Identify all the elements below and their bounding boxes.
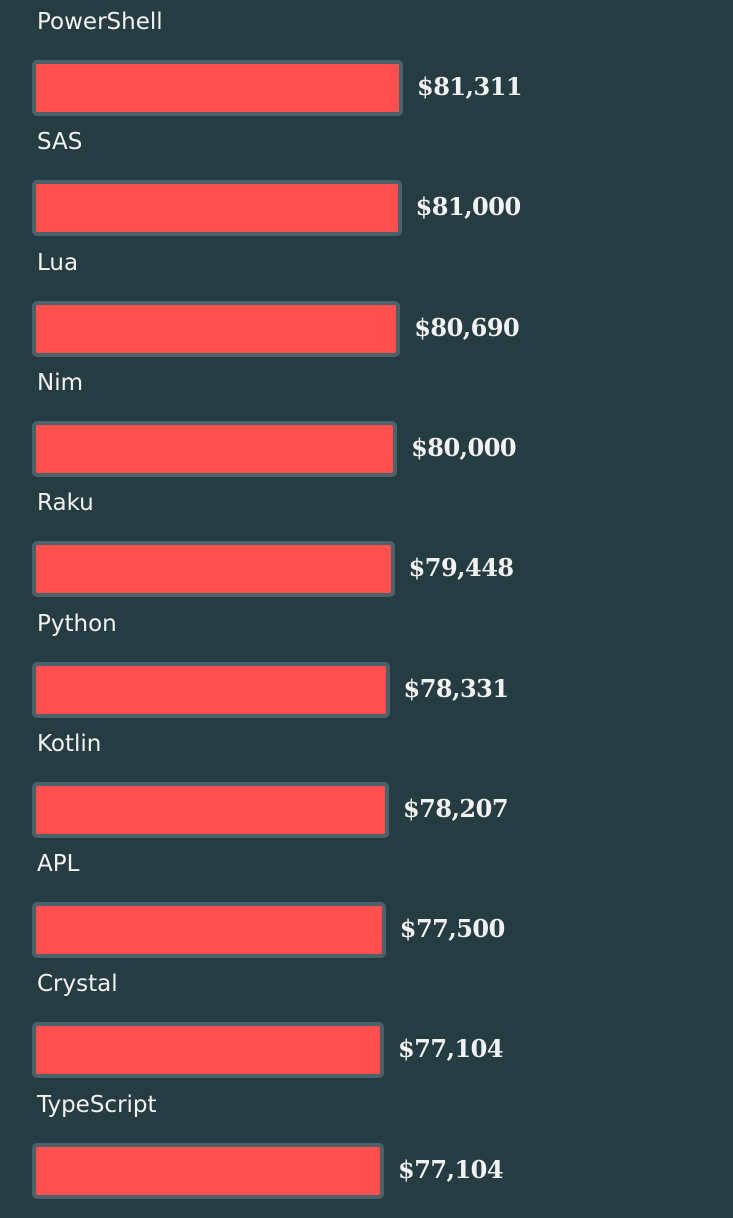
value-label: $80,690 xyxy=(414,312,520,342)
bar xyxy=(32,781,389,838)
value-label: $78,207 xyxy=(402,793,509,823)
category-label: SAS xyxy=(37,129,83,156)
bar-fill xyxy=(36,545,391,594)
bar-fill xyxy=(36,64,399,112)
bar xyxy=(32,902,386,959)
value-label: $78,331 xyxy=(403,673,510,703)
bar xyxy=(32,1022,384,1079)
category-label: Python xyxy=(37,610,117,637)
value-label: $77,104 xyxy=(398,1154,504,1184)
bar-row: Lua $80,690 xyxy=(0,250,733,376)
value-label: $81,000 xyxy=(415,192,522,222)
bar-row: PowerShell $81,311 xyxy=(0,9,733,135)
category-label: Nim xyxy=(37,369,83,396)
value-label: $77,104 xyxy=(398,1034,504,1064)
value-label: $79,448 xyxy=(408,553,515,583)
bar-row: APL $77,500 xyxy=(0,851,733,977)
category-label: Kotlin xyxy=(37,730,102,757)
bar-fill xyxy=(36,304,397,353)
bar-fill xyxy=(36,665,386,714)
bar-row: Python $78,331 xyxy=(0,611,733,737)
category-label: APL xyxy=(37,851,80,878)
bar-fill xyxy=(36,1146,380,1195)
bar xyxy=(32,420,398,477)
bar-fill xyxy=(36,785,385,834)
category-label: Raku xyxy=(37,490,94,517)
bar xyxy=(32,661,390,718)
value-label: $77,500 xyxy=(399,914,506,944)
bar-row: TypeScript $77,104 xyxy=(0,1092,733,1218)
bar-row: SAS $81,000 xyxy=(0,129,733,255)
bar xyxy=(32,60,403,116)
bar xyxy=(32,1142,384,1199)
bar-fill xyxy=(36,184,398,233)
category-label: PowerShell xyxy=(37,9,163,35)
bar-row: Nim $80,000 xyxy=(0,370,733,496)
bar xyxy=(32,300,401,357)
bar xyxy=(32,180,402,237)
category-label: Crystal xyxy=(37,971,118,998)
bar-fill xyxy=(36,1026,380,1075)
bar-fill xyxy=(36,906,382,955)
value-label: $80,000 xyxy=(411,432,517,462)
bar xyxy=(32,541,395,598)
bar-row: Raku $79,448 xyxy=(0,490,733,616)
value-label: $81,311 xyxy=(417,72,523,101)
category-label: Lua xyxy=(37,249,79,276)
bar-row: Kotlin $78,207 xyxy=(0,731,733,857)
category-label: TypeScript xyxy=(37,1091,157,1118)
bar-fill xyxy=(36,424,394,473)
bar-row: Crystal $77,104 xyxy=(0,971,733,1097)
